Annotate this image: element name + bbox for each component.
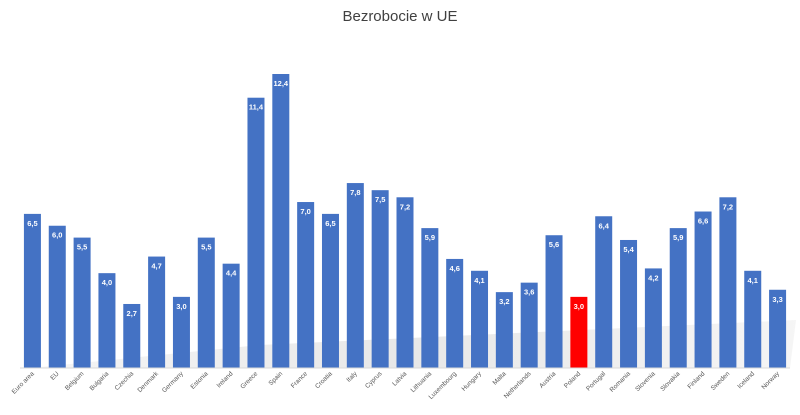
tick-label-lithuania: Lithuania [410, 370, 434, 394]
data-label-cyprus: 7,5 [375, 195, 385, 204]
data-label-romania: 5,4 [623, 245, 634, 254]
data-label-iceland: 4,1 [748, 276, 758, 285]
data-label-slovakia: 5,9 [673, 233, 683, 242]
tick-label-slovenia: Slovenia [634, 370, 657, 393]
bar-italy [346, 183, 364, 368]
bar-estonia [197, 237, 215, 368]
tick-label-portugal: Portugal [585, 370, 607, 392]
data-label-euro-area: 6,5 [27, 219, 37, 228]
tick-label-greece: Greece [239, 370, 259, 390]
data-label-estonia: 5,5 [201, 243, 211, 252]
data-label-eu: 6,0 [52, 231, 62, 240]
bar-bulgaria [98, 273, 116, 368]
tick-label-france: France [290, 370, 310, 390]
tick-label-germany: Germany [161, 370, 185, 394]
bar-germany [172, 296, 190, 368]
bar-norway [769, 289, 787, 368]
data-label-sweden: 7,2 [723, 202, 733, 211]
bar-sweden [719, 197, 737, 368]
data-label-lithuania: 5,9 [425, 233, 435, 242]
data-label-denmark: 4,7 [151, 262, 161, 271]
bar-croatia [321, 213, 339, 368]
data-label-luxembourg: 4,6 [449, 264, 459, 273]
data-label-malta: 3,2 [499, 297, 509, 306]
bar-austria [545, 235, 563, 368]
data-label-spain: 12,4 [274, 79, 289, 88]
tick-label-romania: Romania [609, 370, 633, 394]
tick-label-hungary: Hungary [461, 370, 484, 393]
tick-label-austria: Austria [538, 370, 558, 390]
tick-label-poland: Poland [563, 370, 583, 390]
tick-label-cyprus: Cyprus [364, 370, 384, 390]
data-label-poland: 3,0 [574, 302, 584, 311]
bar-czechia [123, 303, 141, 368]
data-label-germany: 3,0 [176, 302, 186, 311]
bar-netherlands [520, 282, 538, 368]
bar-poland [570, 296, 588, 368]
tick-label-estonia: Estonia [189, 370, 210, 391]
tick-label-denmark: Denmark [136, 370, 160, 394]
data-label-portugal: 6,4 [598, 221, 609, 230]
tick-label-spain: Spain [268, 370, 285, 387]
data-label-slovenia: 4,2 [648, 273, 658, 282]
bar-ireland [222, 263, 240, 368]
tick-label-croatia: Croatia [314, 370, 334, 390]
tick-label-finland: Finland [686, 370, 706, 390]
bar-slovenia [644, 268, 662, 368]
tick-label-norway: Norway [760, 370, 781, 391]
bar-iceland [744, 270, 762, 368]
bar-slovakia [669, 228, 687, 368]
tick-label-italy: Italy [345, 370, 359, 384]
bar-cyprus [371, 190, 389, 368]
tick-label-czechia: Czechia [114, 370, 136, 392]
bar-romania [620, 239, 638, 368]
data-label-italy: 7,8 [350, 188, 360, 197]
tick-label-eu: EU [49, 370, 61, 382]
data-label-bulgaria: 4,0 [102, 278, 112, 287]
data-label-czechia: 2,7 [127, 309, 137, 318]
bar-france [297, 202, 315, 368]
data-label-latvia: 7,2 [400, 202, 410, 211]
bar-hungary [471, 270, 489, 368]
tick-label-iceland: Iceland [736, 370, 756, 390]
tick-label-slovakia: Slovakia [659, 370, 682, 393]
bar-portugal [595, 216, 613, 368]
bar-belgium [73, 237, 91, 368]
tick-label-bulgaria: Bulgaria [89, 370, 111, 392]
bar-denmark [148, 256, 166, 368]
tick-label-ireland: Ireland [216, 370, 235, 389]
data-label-croatia: 6,5 [325, 219, 335, 228]
tick-label-netherlands: Netherlands [503, 370, 533, 400]
data-label-hungary: 4,1 [474, 276, 484, 285]
bar-malta [495, 292, 513, 368]
bar-greece [247, 97, 265, 369]
chart-title: Bezrobocie w UE [342, 8, 458, 25]
bar-spain [272, 74, 290, 368]
data-label-ireland: 4,4 [226, 269, 237, 278]
tick-label-belgium: Belgium [64, 370, 86, 392]
bar-finland [694, 211, 712, 368]
bar-euro-area [23, 213, 41, 368]
data-label-netherlands: 3,6 [524, 288, 534, 297]
tick-label-malta: Malta [492, 370, 508, 386]
data-label-austria: 5,6 [549, 240, 559, 249]
data-label-greece: 11,4 [249, 103, 264, 112]
data-label-norway: 3,3 [772, 295, 782, 304]
tick-label-latvia: Latvia [391, 370, 408, 387]
bar-lithuania [421, 228, 439, 368]
data-label-belgium: 5,5 [77, 243, 87, 252]
bar-eu [48, 225, 66, 368]
data-label-finland: 6,6 [698, 217, 708, 226]
bar-luxembourg [446, 258, 464, 368]
tick-label-sweden: Sweden [710, 370, 732, 392]
tick-label-euro-area: Euro area [11, 370, 36, 395]
data-label-france: 7,0 [300, 207, 310, 216]
bar-latvia [396, 197, 414, 368]
